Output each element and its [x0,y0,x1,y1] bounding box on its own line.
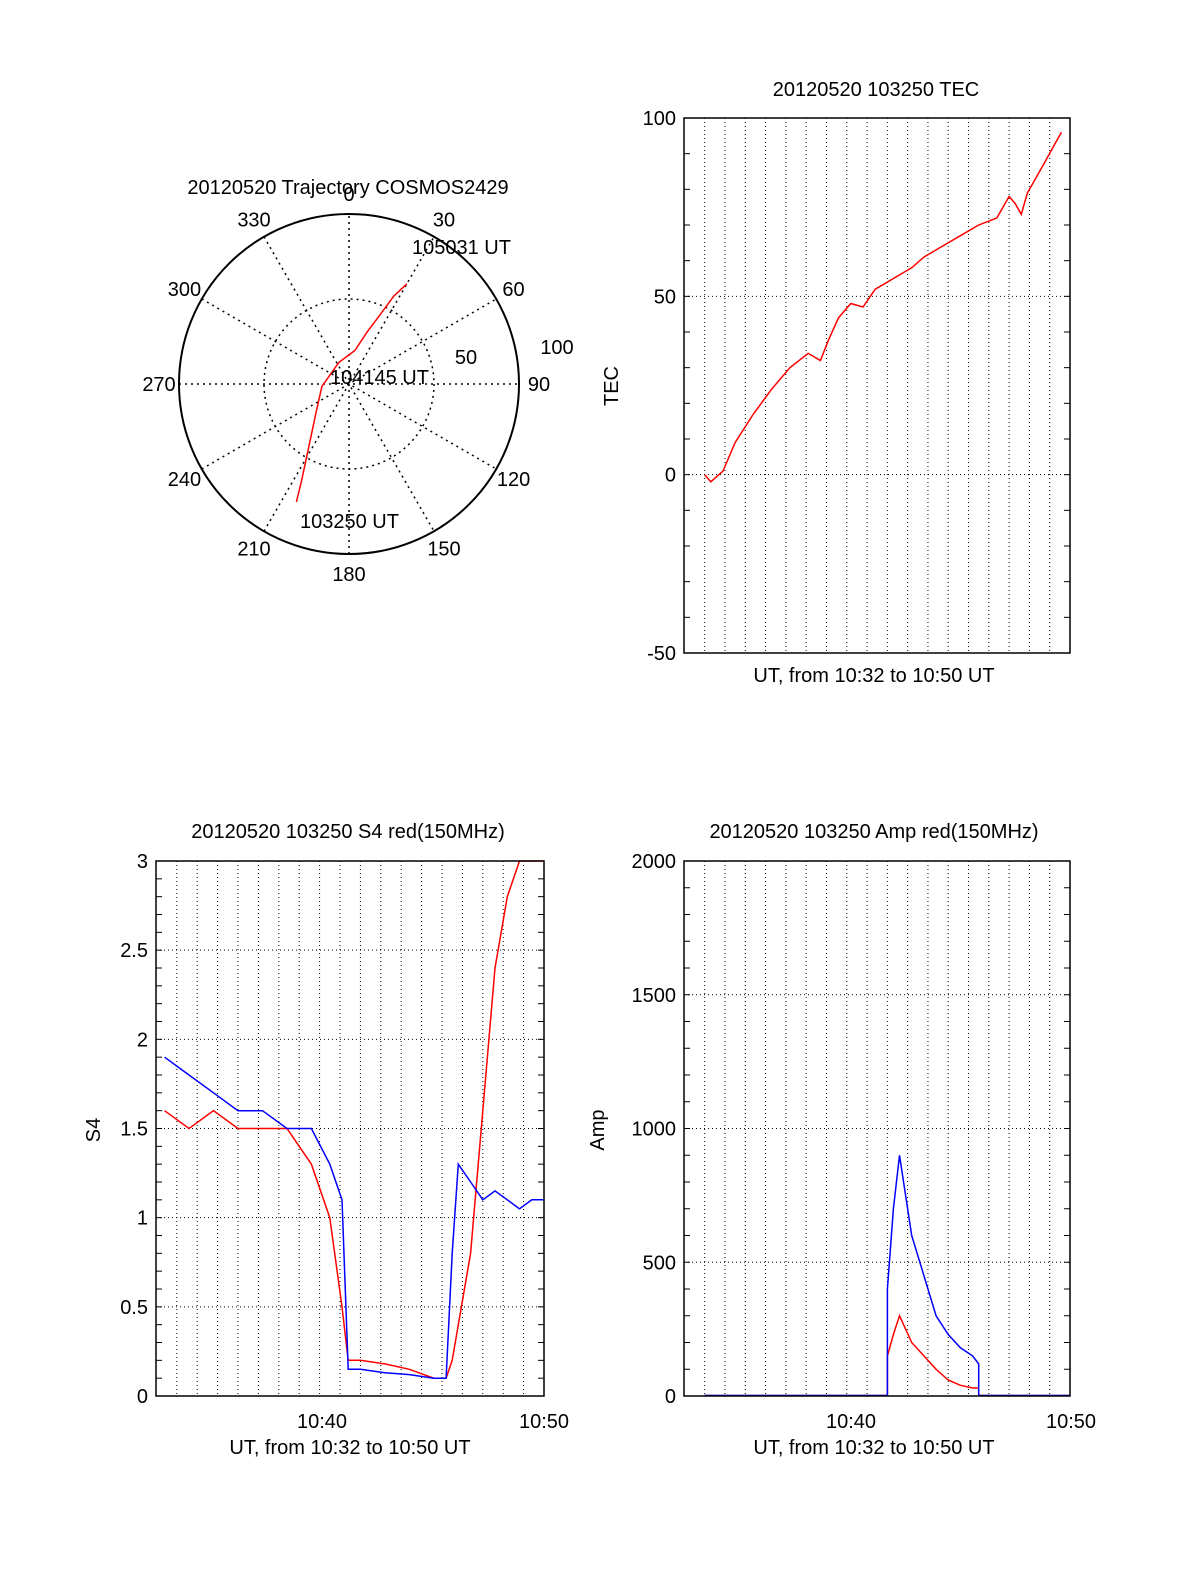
s4-ytick-label: 1.5 [120,1119,148,1141]
amp-title: 20120520 103250 Amp red(150MHz) [709,821,1038,843]
s4-ytick-label: 0 [137,1386,148,1408]
amp-y-ticks: 0 500 1000 1500 2000 [632,851,677,1408]
amp-ytick-label: 1000 [632,1119,677,1141]
amp-x-label: UT, from 10:32 to 10:50 UT [753,1437,994,1459]
tec-y-label: TEC [601,366,623,406]
polar-angle-label: 0 [343,184,354,206]
amp-grid [684,860,1070,1397]
s4-xtick-1040: 10:40 [297,1411,347,1433]
polar-trajectory-panel: 20120520 Trajectory COSMOS2429 0 30 60 90 12… [142,177,573,586]
polar-angle-label: 210 [237,539,270,561]
tec-ytick-label: 0 [665,465,676,487]
s4-grid [156,860,544,1397]
tec-x-label: UT, from 10:32 to 10:50 UT [753,665,994,687]
annotation-mid-time: 104145 UT [330,367,429,389]
polar-angle-label: 240 [168,469,201,491]
s4-ytick-label: 2 [137,1029,148,1051]
s4-blue-series-line [164,1056,544,1379]
tec-series-line [704,131,1063,483]
s4-red-series-line [164,860,544,1379]
s4-ytick-label: 1 [137,1208,148,1230]
s4-xtick-1050: 10:50 [519,1411,569,1433]
tec-title: 20120520 103250 TEC [773,79,979,101]
polar-angle-labels: 0 30 60 90 120 150 180 210 240 270 300 330 [142,184,550,586]
polar-spoke-150 [263,236,435,532]
polar-angle-label: 30 [433,209,455,231]
polar-angle-label: 270 [142,374,175,396]
amp-plot-frame [683,860,1071,1397]
amp-y-label: Amp [587,1109,609,1150]
tec-ytick-label: 50 [654,286,676,308]
s4-y-label: S4 [83,1118,105,1142]
tec-plot-frame [683,117,1071,654]
annotation-end-time: 105031 UT [412,237,511,259]
amp-ytick-label: 2000 [632,851,677,873]
polar-angle-label: 300 [168,279,201,301]
s4-x-label: UT, from 10:32 to 10:50 UT [229,1437,470,1459]
s4-ytick-label: 3 [137,851,148,873]
tec-ytick-label: -50 [647,643,676,665]
polar-angle-label: 60 [502,279,524,301]
amp-xtick-1050: 10:50 [1046,1411,1096,1433]
amp-ytick-label: 0 [665,1386,676,1408]
tec-panel: 20120520 103250 TEC -50 0 50 100 TEC UT, fr… [601,79,1071,687]
amp-ytick-label: 500 [643,1252,676,1274]
polar-trajectory-line [295,283,408,503]
s4-ytick-label: 2.5 [120,940,148,962]
s4-y-ticks: 0 0.5 1 1.5 2 2.5 3 [120,851,148,1408]
tec-grid [684,117,1070,654]
amp-blue-series-line [704,1155,1070,1397]
polar-angle-label: 150 [427,539,460,561]
annotation-start-time: 103250 UT [300,511,399,533]
amp-xtick-1040: 10:40 [826,1411,876,1433]
polar-angle-label: 180 [332,564,365,586]
polar-angle-label: 120 [497,469,530,491]
amp-panel: 20120520 103250 Amp red(150MHz) 0 500 1000… [587,821,1096,1459]
s4-title: 20120520 103250 S4 red(150MHz) [191,821,505,843]
polar-angle-label: 90 [528,374,550,396]
tec-ytick-label: 100 [643,108,676,130]
polar-title: 20120520 Trajectory COSMOS2429 [187,177,508,199]
amp-red-series-line [704,1313,1070,1397]
tec-y-ticks: -50 0 50 100 [643,108,676,665]
polar-radial-label-100: 100 [540,337,573,359]
s4-panel: 20120520 103250 S4 red(150MHz) 0 0.5 1 1.5 2… [83,821,569,1459]
polar-angle-label: 330 [237,209,270,231]
amp-ytick-label: 1500 [632,985,677,1007]
s4-plot-frame [155,860,545,1397]
polar-radial-label-50: 50 [455,347,477,369]
s4-ytick-label: 0.5 [120,1297,148,1319]
